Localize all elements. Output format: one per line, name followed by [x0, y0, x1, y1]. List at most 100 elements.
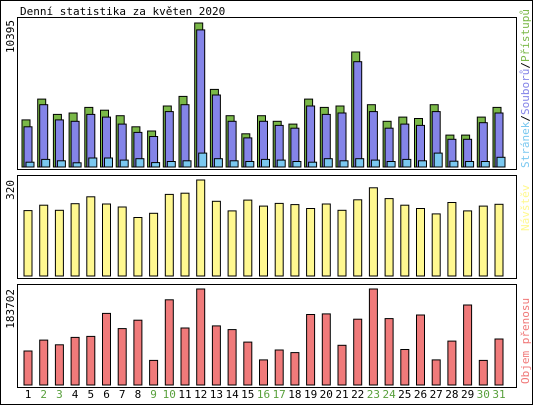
day-label-26: 26 [414, 388, 427, 401]
bar-visits-day-22 [353, 199, 363, 277]
bar-pages-day-23 [370, 159, 380, 168]
bar-visits-day-25 [400, 204, 410, 277]
bar-pages-day-18 [292, 161, 302, 168]
bar-visits-day-27 [431, 213, 441, 277]
bar-volume-day-2 [39, 339, 49, 386]
bar-files-day-22 [353, 61, 363, 168]
chart-title: Denní statistika za květen 2020 [20, 5, 225, 18]
bar-visits-day-20 [321, 203, 331, 277]
day-label-19: 19 [304, 388, 317, 401]
bar-visits-day-4 [70, 203, 80, 277]
bar-pages-day-20 [323, 158, 333, 168]
panel-volume-legend: Objem přenosu [519, 298, 532, 384]
bar-visits-day-16 [259, 205, 268, 277]
day-label-1: 1 [25, 388, 32, 401]
day-label-29: 29 [461, 388, 474, 401]
day-label-28: 28 [445, 388, 458, 401]
bar-files-day-12 [196, 29, 206, 168]
bar-visits-day-15 [243, 199, 253, 277]
day-label-2: 2 [40, 388, 47, 401]
bar-files-day-19 [306, 105, 316, 168]
day-label-20: 20 [320, 388, 333, 401]
bar-visits-day-7 [117, 206, 127, 277]
bar-pages-day-25 [402, 158, 412, 168]
bar-volume-day-10 [164, 299, 174, 386]
bar-pages-day-28 [449, 160, 459, 168]
bar-pages-day-30 [480, 161, 490, 168]
bar-pages-day-10 [166, 161, 176, 168]
bar-files-day-11 [180, 104, 190, 168]
panel-access-ymax: 10395 [4, 20, 17, 53]
bar-visits-day-12 [196, 179, 206, 277]
bar-volume-day-20 [321, 313, 331, 386]
bar-volume-day-13 [211, 325, 221, 386]
day-label-7: 7 [119, 388, 126, 401]
day-label-24: 24 [382, 388, 396, 401]
bar-pages-day-11 [182, 160, 192, 168]
day-label-25: 25 [398, 388, 411, 401]
bar-visits-day-8 [133, 217, 143, 277]
bar-volume-day-21 [337, 344, 347, 386]
bar-visits-day-24 [384, 198, 394, 277]
bar-visits-day-13 [211, 200, 221, 277]
day-label-6: 6 [103, 388, 110, 401]
bar-volume-day-22 [353, 318, 363, 386]
bar-volume-day-31 [494, 338, 504, 386]
bar-pages-day-1 [25, 161, 35, 168]
bar-visits-day-26 [416, 208, 425, 277]
bar-visits-day-3 [54, 209, 64, 277]
bar-volume-day-24 [384, 318, 394, 386]
legend-pages: Stránek [519, 121, 532, 168]
panel-visits-frame [17, 175, 517, 279]
day-labels: 1 2 3 4 5 6 7 8 9 10 11 12 13 14 15 16 17 18 19 20 21 22 23 24 2… [25, 388, 506, 401]
bar-visits-day-9 [149, 212, 159, 277]
legend-separator-2: / [519, 62, 532, 69]
bar-files-day-3 [54, 119, 64, 168]
bar-files-day-4 [70, 120, 80, 168]
bar-volume-day-26 [416, 314, 425, 386]
bar-visits-day-19 [306, 208, 316, 277]
bar-files-day-1 [23, 126, 33, 168]
bar-pages-day-3 [56, 160, 66, 168]
bar-files-day-30 [478, 122, 488, 168]
bar-volume-day-28 [447, 340, 457, 386]
bar-visits-day-28 [447, 202, 457, 277]
bar-pages-day-22 [355, 158, 365, 168]
bar-volume-day-16 [259, 359, 268, 386]
day-label-11: 11 [178, 388, 191, 401]
day-label-9: 9 [150, 388, 157, 401]
day-label-21: 21 [335, 388, 348, 401]
bar-files-day-2 [39, 104, 49, 168]
day-label-5: 5 [87, 388, 94, 401]
bar-pages-day-15 [245, 161, 255, 168]
day-label-17: 17 [273, 388, 286, 401]
visits-bars [23, 179, 504, 277]
bar-volume-day-8 [133, 319, 143, 386]
bar-visits-day-2 [39, 204, 49, 277]
bar-volume-day-3 [54, 344, 64, 386]
access-bars [21, 22, 506, 168]
bar-volume-day-18 [290, 352, 300, 386]
legend-files: Souborů [519, 69, 532, 115]
volume-bars [23, 288, 504, 386]
panel-visits-ymax: 320 [4, 180, 17, 200]
bar-visits-day-18 [290, 204, 300, 277]
bar-visits-day-1 [23, 210, 33, 277]
bar-pages-day-31 [496, 156, 506, 168]
bar-volume-day-6 [102, 312, 111, 386]
day-label-14: 14 [225, 388, 239, 401]
bar-pages-day-6 [104, 157, 113, 168]
day-label-10: 10 [163, 388, 176, 401]
bar-visits-day-10 [164, 193, 174, 277]
bar-files-day-10 [164, 111, 174, 168]
bar-pages-day-7 [119, 159, 129, 168]
day-label-18: 18 [288, 388, 301, 401]
bar-visits-day-14 [227, 210, 237, 277]
bar-pages-day-26 [418, 160, 427, 168]
bar-pages-day-24 [386, 161, 396, 168]
day-label-27: 27 [430, 388, 443, 401]
bar-volume-day-19 [306, 314, 316, 386]
bar-volume-day-15 [243, 341, 253, 386]
panel-access-frame [17, 17, 517, 170]
